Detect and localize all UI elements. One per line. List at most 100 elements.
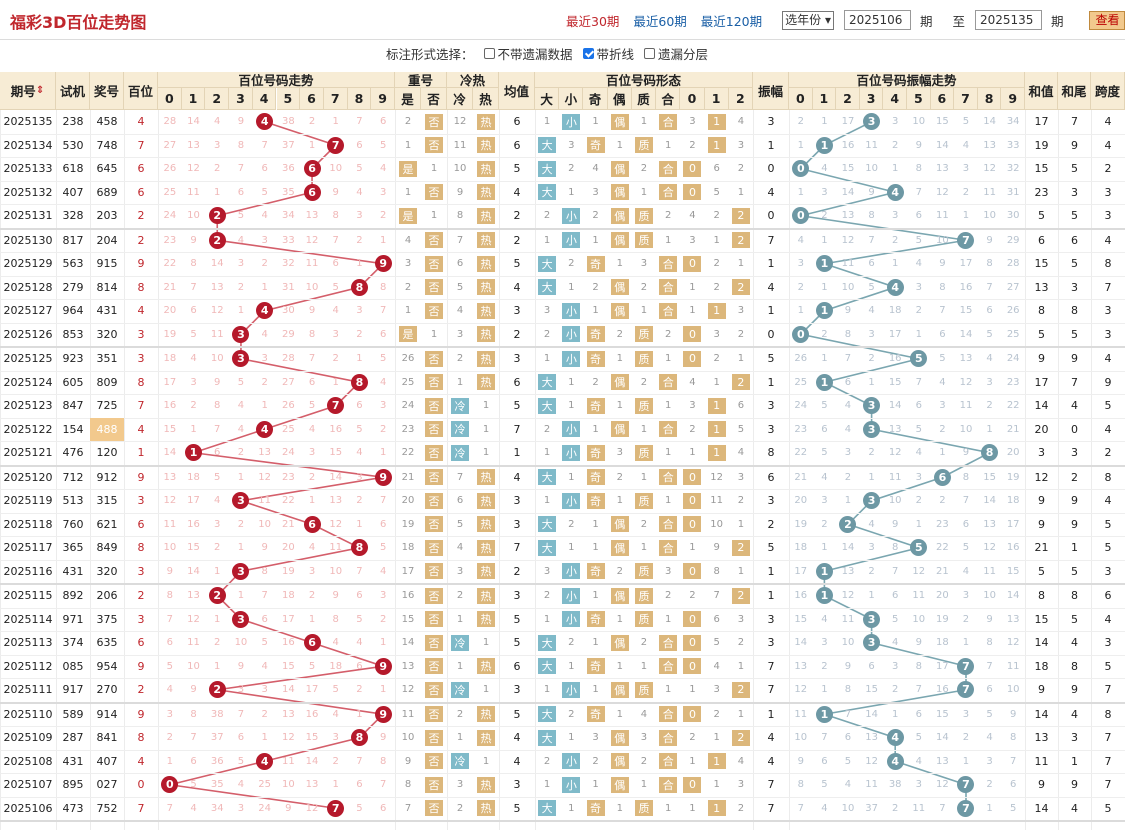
form-cell-tag: 0: [683, 611, 702, 628]
to-issue-input[interactable]: 2025135: [974, 10, 1042, 30]
hot-cell-tag: 热: [477, 492, 495, 509]
amp-cell: 15: [841, 163, 855, 175]
amp-cell: 33: [1006, 139, 1020, 151]
row-span: 5: [1104, 801, 1112, 815]
form-cell: 1: [568, 400, 575, 412]
form-cell: 奇: [583, 466, 607, 490]
form-sub-header: 大: [535, 88, 560, 110]
form-cell: 1: [616, 708, 623, 720]
form-cell: 1: [689, 305, 696, 317]
trend-cell: 34: [281, 210, 295, 222]
trend-cell: 5: [379, 353, 387, 365]
amp-cell: 2: [844, 471, 852, 483]
period-link-60[interactable]: 最近60期: [633, 13, 687, 29]
row-issue: 2025120: [3, 470, 53, 484]
row-hundreds: 9: [137, 257, 145, 271]
form-cell: 5: [737, 423, 745, 435]
row-span: 8: [1104, 257, 1112, 271]
row-amp: 5: [767, 352, 775, 366]
row-test: 513: [62, 494, 84, 508]
amp-cell: 7: [962, 495, 970, 507]
trend-cell: 2: [379, 423, 387, 435]
repeat-no-cell: 否: [421, 489, 447, 513]
form-cell: 3: [737, 471, 745, 483]
trend-cell: 4: [379, 163, 387, 175]
sort-icon[interactable]: ⇕: [35, 85, 45, 96]
form-cell-tag: 合: [659, 539, 678, 556]
form-cell-tag: 大: [538, 706, 557, 723]
year-select[interactable]: 选年份 ▾: [782, 10, 834, 30]
amp-cell: 8: [844, 328, 852, 340]
trend-cell: 5: [332, 281, 339, 293]
trend-cell: 3: [261, 353, 268, 365]
from-issue-input[interactable]: 2025106: [843, 10, 911, 30]
form-cell: 0: [680, 631, 704, 655]
form-cell: 5: [713, 637, 720, 649]
form-cell: 小: [559, 560, 583, 584]
row-amp: 1: [767, 257, 775, 271]
amp-cell: 2: [892, 234, 899, 246]
hot-cell-tag: 热: [477, 776, 495, 793]
row-divider: [0, 370, 1125, 372]
form-cell: 合: [656, 418, 680, 442]
form-cell: 合: [656, 276, 680, 300]
amp-cell: 10: [841, 637, 855, 649]
amp-cell: 2: [915, 305, 922, 317]
row-sum: 17: [1034, 115, 1049, 129]
form-cell: 0: [680, 489, 704, 513]
trend-cell: 14: [210, 258, 224, 270]
period-link-120[interactable]: 最近120期: [700, 13, 763, 29]
trend-cell: 38: [210, 708, 224, 720]
period-link-30[interactable]: 最近30期: [566, 13, 620, 29]
form-cell-tag: 2: [731, 374, 750, 391]
form-cell: 1: [592, 542, 599, 554]
row-issue: 2025114: [3, 612, 53, 626]
amp-cell: 22: [1006, 400, 1020, 412]
amp-cell: 14: [1006, 590, 1020, 602]
amp-cell: 16: [794, 590, 808, 602]
trend-cell: 4: [166, 684, 174, 696]
amp-cell: 13: [841, 210, 855, 222]
form-cell: 1: [640, 305, 648, 317]
trend-cell: 10: [281, 779, 295, 791]
repeat-yes-cell: 19: [401, 518, 415, 530]
view-button[interactable]: 查看: [1089, 10, 1125, 30]
row-tail: 7: [1071, 375, 1078, 389]
form-sub-header: 0: [680, 88, 705, 110]
trend-cell: 1: [237, 542, 245, 554]
col-issue-header[interactable]: 期号 ⇕: [0, 72, 56, 110]
form-cell-tag: 质: [634, 232, 653, 249]
form-cell-tag: 小: [562, 350, 581, 367]
omission-layer-checkbox[interactable]: [644, 48, 655, 59]
amp-cell: 3: [821, 495, 828, 507]
form-cell: 1: [705, 394, 729, 418]
row-tail: 4: [1071, 399, 1078, 413]
amp-cell: 26: [1006, 305, 1020, 317]
trend-cell: 1: [214, 186, 221, 198]
trend-cell: 4: [261, 328, 268, 340]
form-cell: 合: [656, 750, 680, 774]
cold-cell: 4: [456, 542, 464, 554]
amp-cell: 8: [915, 163, 922, 175]
row-sum: 9: [1038, 517, 1045, 531]
row-tail: 5: [1071, 612, 1078, 626]
form-cell: 质: [632, 560, 656, 584]
amp-cell: 4: [915, 447, 922, 459]
row-tail: 1: [1071, 754, 1078, 768]
amp-cell: 7: [954, 678, 978, 702]
row-divider: [0, 322, 1125, 324]
row-divider: [0, 299, 1125, 300]
trend-cell: 1: [261, 732, 268, 744]
trend-cell: 3: [229, 608, 253, 632]
amp-cell: 8: [986, 637, 993, 649]
row-span: 3: [1104, 636, 1112, 650]
trend-cell: 18: [329, 660, 343, 672]
form-cell: 2: [737, 802, 745, 814]
amp-cell: 3: [962, 708, 970, 720]
repeat-yes-cell: 是: [395, 157, 421, 181]
row-hundreds: 4: [137, 304, 145, 318]
trend-cell: 30: [281, 305, 295, 317]
no-omission-checkbox[interactable]: [483, 48, 495, 59]
polyline-checkbox[interactable]: [582, 48, 594, 59]
row-amp: 6: [767, 470, 775, 484]
